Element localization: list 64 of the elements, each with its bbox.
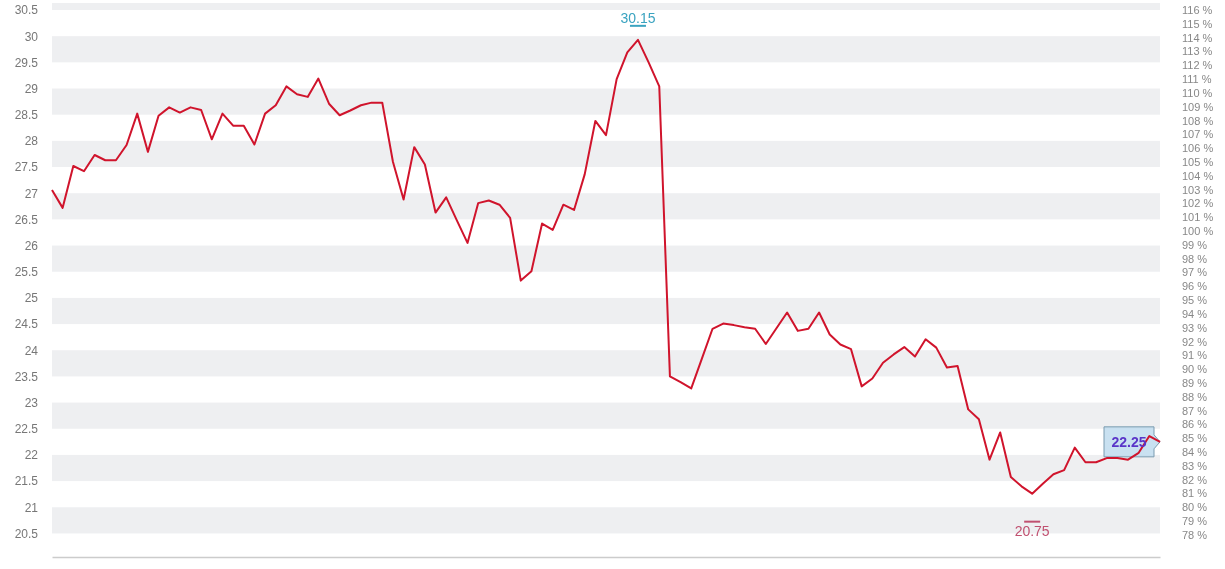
y-tick-label: 30 [24, 29, 39, 44]
y2-tick-label: 81 % [1182, 487, 1208, 500]
y2-tick-label: 94 % [1182, 307, 1208, 320]
y-tick-label: 28.5 [14, 108, 39, 123]
y-tick-label: 26.5 [14, 212, 39, 227]
y2-tick-label: 86 % [1182, 418, 1208, 431]
y2-tick-label: 112 % [1182, 59, 1213, 72]
y2-tick-label: 78 % [1182, 528, 1208, 541]
y2-tick-label: 87 % [1182, 404, 1208, 417]
y2-tick-label: 113 % [1182, 45, 1213, 58]
y-tick-label: 30.5 [14, 3, 39, 18]
y2-tick-label: 89 % [1182, 376, 1208, 389]
y2-tick-label: 110 % [1182, 86, 1213, 99]
y2-tick-label: 93 % [1182, 321, 1208, 334]
y-tick-label: 23.5 [14, 369, 39, 384]
y-tick-label: 20.5 [14, 526, 39, 541]
y2-tick-label: 97 % [1182, 266, 1208, 279]
y-tick-label: 21.5 [14, 474, 39, 489]
y2-tick-label: 100 % [1182, 225, 1214, 238]
y2-tick-label: 114 % [1182, 31, 1213, 44]
y2-tick-label: 99 % [1182, 238, 1208, 251]
y-tick-label: 27 [24, 186, 39, 201]
y-tick-label: 21 [24, 500, 39, 515]
y2-tick-label: 116 % [1182, 4, 1213, 17]
y2-tick-label: 96 % [1182, 280, 1208, 293]
annotation: 22.25 [1111, 433, 1147, 450]
y-tick-label: 24.5 [14, 317, 39, 332]
y2-tick-label: 83 % [1182, 459, 1208, 472]
y2-tick-label: 95 % [1182, 294, 1208, 307]
y2-tick-label: 102 % [1182, 197, 1214, 210]
y-tick-label: 29.5 [14, 55, 39, 70]
y-tick-label: 27.5 [14, 160, 39, 175]
y2-tick-label: 90 % [1182, 363, 1208, 376]
y-tick-label: 25 [24, 291, 39, 306]
y2-tick-label: 103 % [1182, 183, 1214, 196]
y2-tick-label: 85 % [1182, 432, 1208, 445]
y2-tick-label: 101 % [1182, 211, 1214, 224]
y2-tick-label: 92 % [1182, 335, 1208, 348]
y2-tick-label: 88 % [1182, 390, 1208, 403]
y2-tick-label: 106 % [1182, 142, 1214, 155]
y2-tick-label: 111 % [1182, 73, 1212, 86]
annotation: 30.15 [620, 9, 656, 26]
y2-tick-label: 107 % [1182, 128, 1214, 141]
y2-tick-label: 80 % [1182, 501, 1208, 514]
y2-tick-label: 109 % [1182, 100, 1214, 113]
y-tick-label: 22.5 [14, 422, 39, 437]
y-tick-label: 26 [24, 238, 39, 253]
y-tick-label: 22 [24, 448, 39, 463]
line-series [51, 38, 1161, 495]
y2-tick-label: 79 % [1182, 515, 1208, 528]
y-tick-label: 28 [24, 134, 39, 149]
y2-tick-label: 82 % [1182, 473, 1208, 486]
y2-tick-label: 105 % [1182, 155, 1214, 168]
y2-tick-label: 115 % [1182, 17, 1213, 30]
y-tick-label: 23 [24, 395, 39, 410]
y-tick-label: 25.5 [14, 265, 39, 280]
y-tick-label: 24 [24, 343, 39, 358]
y2-tick-label: 98 % [1182, 252, 1208, 265]
y2-tick-label: 108 % [1182, 114, 1214, 127]
y2-tick-label: 91 % [1182, 349, 1208, 362]
annotation: 20.75 [1014, 522, 1050, 539]
y-tick-label: 29 [24, 81, 39, 96]
y2-tick-label: 104 % [1182, 169, 1214, 182]
y2-tick-label: 84 % [1182, 446, 1208, 459]
